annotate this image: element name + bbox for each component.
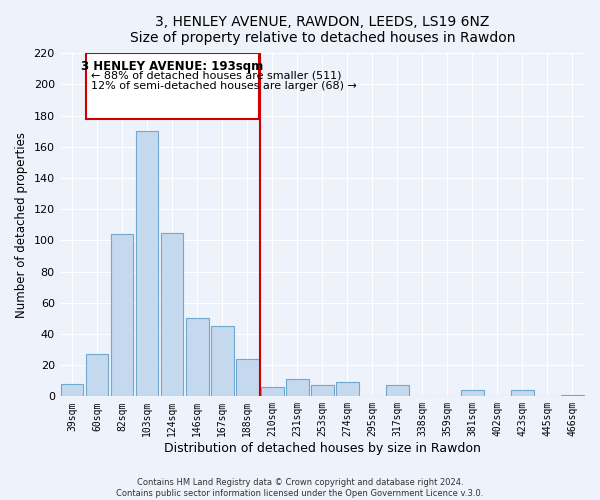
Title: 3, HENLEY AVENUE, RAWDON, LEEDS, LS19 6NZ
Size of property relative to detached : 3, HENLEY AVENUE, RAWDON, LEEDS, LS19 6N… bbox=[130, 15, 515, 45]
Bar bbox=[211, 326, 233, 396]
Bar bbox=[136, 132, 158, 396]
Bar bbox=[461, 390, 484, 396]
Text: ← 88% of detached houses are smaller (511): ← 88% of detached houses are smaller (51… bbox=[91, 70, 341, 81]
Bar bbox=[111, 234, 133, 396]
Bar bbox=[336, 382, 359, 396]
Bar bbox=[236, 359, 259, 397]
Text: Contains HM Land Registry data © Crown copyright and database right 2024.
Contai: Contains HM Land Registry data © Crown c… bbox=[116, 478, 484, 498]
Bar bbox=[86, 354, 109, 397]
Text: 12% of semi-detached houses are larger (68) →: 12% of semi-detached houses are larger (… bbox=[91, 82, 357, 92]
Bar bbox=[161, 232, 184, 396]
Bar bbox=[286, 379, 308, 396]
X-axis label: Distribution of detached houses by size in Rawdon: Distribution of detached houses by size … bbox=[164, 442, 481, 455]
Bar bbox=[186, 318, 209, 396]
Polygon shape bbox=[86, 54, 259, 119]
Bar bbox=[311, 386, 334, 396]
Text: 3 HENLEY AVENUE: 193sqm: 3 HENLEY AVENUE: 193sqm bbox=[81, 60, 263, 72]
Bar bbox=[261, 387, 284, 396]
Bar bbox=[386, 386, 409, 396]
Bar bbox=[511, 390, 534, 396]
Bar bbox=[561, 395, 584, 396]
Bar bbox=[61, 384, 83, 396]
Y-axis label: Number of detached properties: Number of detached properties bbox=[15, 132, 28, 318]
